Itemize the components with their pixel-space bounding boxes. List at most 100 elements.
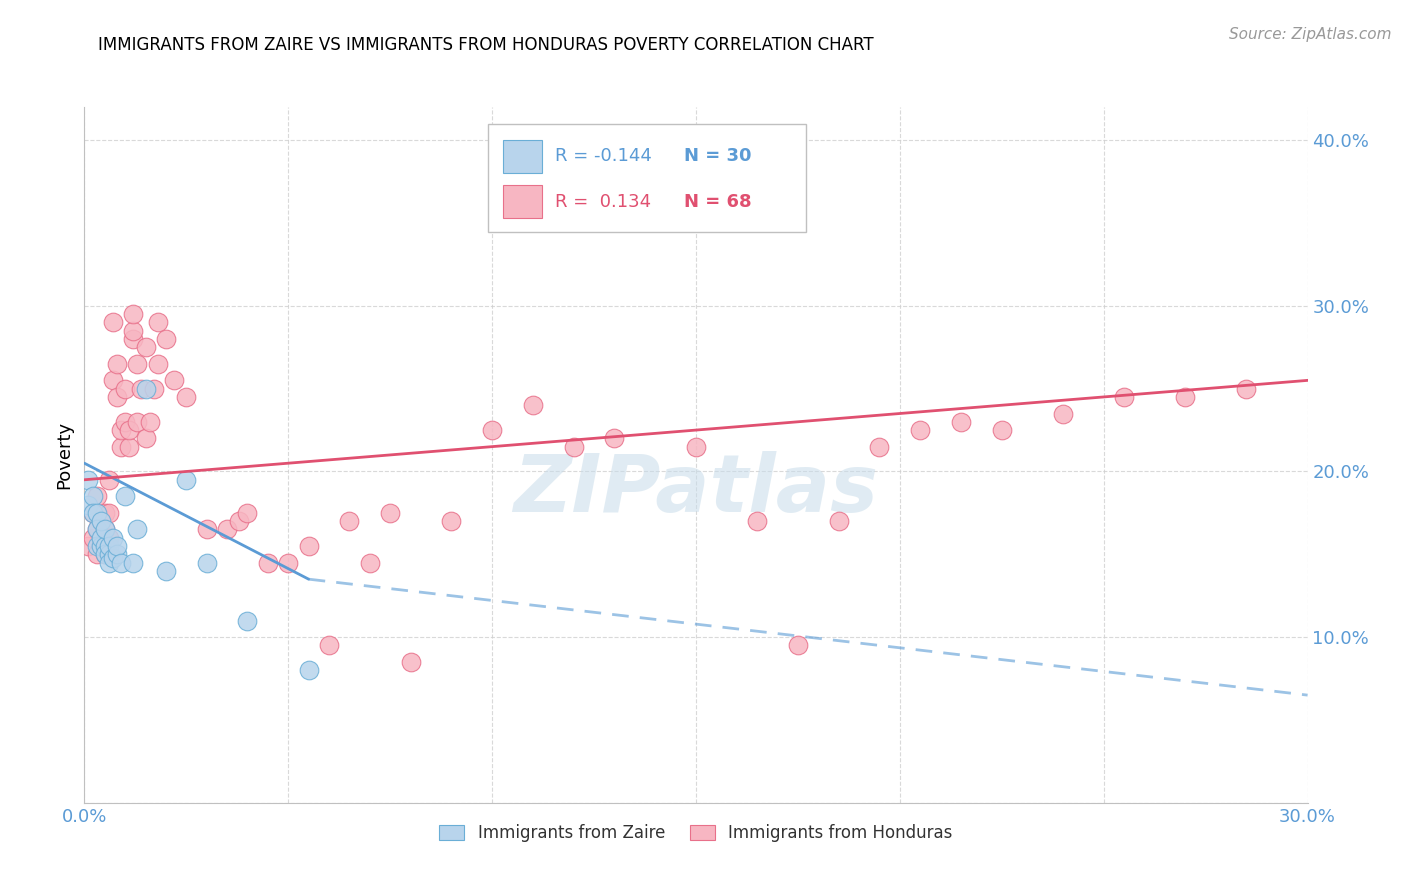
Text: Source: ZipAtlas.com: Source: ZipAtlas.com: [1229, 27, 1392, 42]
Point: [93, 523, 115, 537]
Point: [747, 514, 769, 528]
Point: [950, 415, 973, 429]
Point: [440, 514, 463, 528]
Point: [155, 332, 177, 346]
Point: [90, 531, 112, 545]
Point: [174, 390, 197, 404]
FancyBboxPatch shape: [503, 185, 541, 219]
Point: [135, 340, 157, 354]
Point: [122, 324, 145, 338]
Point: [86, 523, 108, 537]
FancyBboxPatch shape: [488, 124, 806, 232]
Point: [135, 382, 157, 396]
Point: [93, 547, 115, 561]
Point: [114, 382, 136, 396]
Text: R =  0.134: R = 0.134: [555, 193, 651, 211]
Point: [118, 423, 141, 437]
Point: [101, 550, 124, 565]
Point: [90, 514, 112, 528]
Point: [787, 639, 810, 653]
Point: [90, 539, 112, 553]
Point: [82, 506, 104, 520]
Point: [93, 523, 115, 537]
Point: [114, 489, 136, 503]
Text: R = -0.144: R = -0.144: [555, 147, 652, 165]
Point: [101, 531, 124, 545]
Point: [77, 539, 100, 553]
Point: [163, 373, 186, 387]
Point: [82, 489, 104, 503]
Point: [110, 440, 132, 454]
Point: [131, 382, 153, 396]
Point: [195, 523, 218, 537]
Point: [359, 556, 381, 570]
Point: [105, 547, 128, 561]
Point: [110, 556, 132, 570]
Point: [277, 556, 299, 570]
Point: [522, 398, 544, 412]
Point: [77, 473, 100, 487]
Point: [481, 423, 503, 437]
Point: [86, 489, 108, 503]
Point: [105, 357, 128, 371]
Point: [110, 423, 132, 437]
Point: [236, 506, 259, 520]
Point: [90, 539, 112, 553]
Point: [127, 415, 149, 429]
Point: [685, 440, 707, 454]
Point: [1114, 390, 1136, 404]
Point: [135, 431, 157, 445]
Point: [127, 523, 149, 537]
Point: [97, 539, 120, 553]
Point: [97, 547, 120, 561]
Point: [86, 506, 108, 520]
Point: [1052, 407, 1074, 421]
Point: [318, 639, 340, 653]
Point: [339, 514, 361, 528]
Point: [77, 498, 100, 512]
Point: [122, 307, 145, 321]
Point: [562, 440, 585, 454]
Point: [93, 547, 115, 561]
Point: [257, 556, 280, 570]
Point: [97, 506, 120, 520]
Point: [155, 564, 177, 578]
Point: [1174, 390, 1197, 404]
Point: [298, 663, 321, 677]
Point: [114, 415, 136, 429]
Point: [122, 332, 145, 346]
Point: [97, 473, 120, 487]
Legend: Immigrants from Zaire, Immigrants from Honduras: Immigrants from Zaire, Immigrants from H…: [430, 815, 962, 850]
Point: [603, 431, 626, 445]
Point: [127, 357, 149, 371]
Point: [298, 539, 321, 553]
FancyBboxPatch shape: [503, 140, 541, 173]
Point: [97, 556, 120, 570]
Point: [380, 506, 402, 520]
Point: [146, 357, 169, 371]
Point: [90, 514, 112, 528]
Point: [122, 556, 145, 570]
Point: [228, 514, 250, 528]
Point: [138, 415, 160, 429]
Point: [828, 514, 851, 528]
Point: [105, 390, 128, 404]
Point: [217, 523, 239, 537]
Point: [82, 506, 104, 520]
Text: N = 68: N = 68: [683, 193, 751, 211]
Point: [195, 556, 218, 570]
Point: [86, 539, 108, 553]
Point: [174, 473, 197, 487]
Point: [1236, 382, 1258, 396]
Point: [142, 382, 165, 396]
Point: [86, 523, 108, 537]
Point: [236, 614, 259, 628]
Point: [146, 315, 169, 329]
Point: [118, 440, 141, 454]
Text: ZIPatlas: ZIPatlas: [513, 450, 879, 529]
Point: [869, 440, 891, 454]
Point: [910, 423, 932, 437]
Point: [399, 655, 422, 669]
Point: [105, 539, 128, 553]
Point: [93, 539, 115, 553]
